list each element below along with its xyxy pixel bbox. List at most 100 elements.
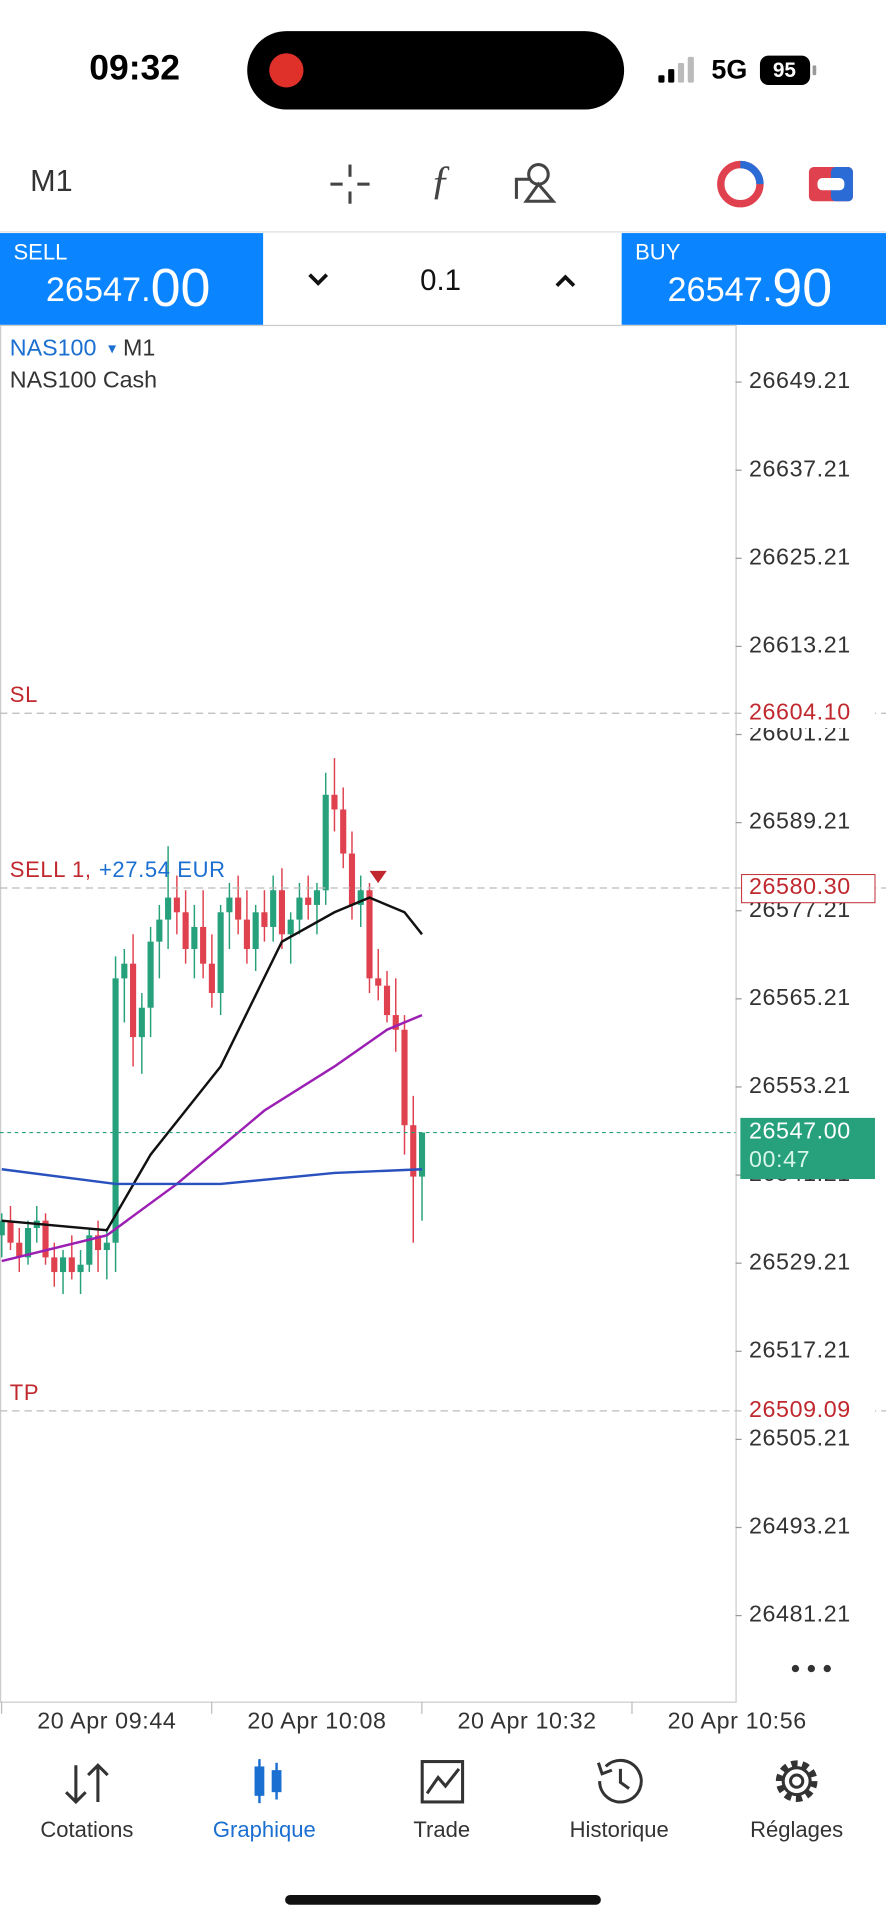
buy-price: 26547.90 [668,258,833,318]
y-tick-label: 26529.21 [749,1248,851,1274]
candle-body [357,890,364,905]
candle-body [7,1220,14,1243]
indicators-icon[interactable]: ƒ [430,157,451,203]
symbol[interactable]: NAS100 ▾ M1 [10,334,156,360]
battery [759,55,811,86]
candle-body [130,963,137,1038]
account-icon[interactable] [717,160,764,208]
settings-icon[interactable] [775,1760,818,1802]
candle-body [305,897,312,905]
chart-icon[interactable] [254,1759,282,1804]
record-dot [269,53,304,88]
network: 5G [711,55,747,85]
symbol-name[interactable]: NAS100 [10,334,97,360]
level-price-label: 26604.10 [749,698,851,724]
candle-body [147,941,154,1008]
candle-body [208,963,215,994]
level-price-label: 26580.30 [749,873,851,899]
candle-body [243,919,250,949]
y-tick-label: 26625.21 [749,543,851,569]
sell-price: 26547.00 [46,258,211,318]
candle-body [322,794,329,891]
crosshair-icon[interactable] [330,164,370,204]
candle-body [383,985,391,1016]
objects-icon[interactable] [514,163,557,203]
trade-icon[interactable] [420,1760,465,1804]
dynamic-island [247,31,625,110]
sell-price-main: 26547. [46,271,151,309]
level-name: TP [10,1380,39,1405]
volume-up[interactable] [555,274,576,288]
moving-average [1,1168,423,1186]
buy-button[interactable] [621,233,886,325]
candle-body [112,978,119,1243]
signal [658,56,694,83]
more-button[interactable] [791,1664,831,1673]
level-label: SL [10,682,38,707]
candle-body [418,1132,426,1177]
x-tick-label: 20 Apr 10:32 [457,1708,596,1734]
candle-body [68,1257,75,1273]
candle-body [173,897,180,913]
timeframe-button[interactable]: M1 [30,164,72,198]
candle-body [165,897,172,920]
moving-average [1,896,423,1232]
level-label-box [741,874,876,904]
candle-body [287,919,294,935]
nav-label[interactable]: Historique [570,1817,669,1842]
buy-price-big: 90 [772,258,832,318]
bottom-nav: Cotations Graphique Trade Historique Réglage… [40,1758,843,1842]
candle-body [217,912,224,994]
candle-body [94,1235,102,1251]
symbol-description: NAS100 Cash [10,366,157,392]
y-tick-label: 26493.21 [749,1513,851,1539]
current-timer: 00:47 [749,1146,810,1172]
level-label: SELL 1, +27.54 EUR [10,857,226,882]
candle-body [296,897,303,920]
nav-label[interactable]: Réglages [750,1817,843,1842]
nav-label[interactable]: Trade [413,1817,470,1842]
sell-button[interactable] [0,233,264,325]
candle-body [410,1125,417,1177]
level-label: TP [10,1380,39,1405]
candle-body [200,926,207,964]
candle-body [191,926,198,949]
candle-body [226,897,233,913]
y-tick-label: 26553.21 [749,1072,851,1098]
x-tick-label: 20 Apr 09:44 [37,1708,176,1734]
level-name: SL [10,682,38,707]
candle-body [235,897,242,920]
y-tick-label: 26637.21 [749,455,851,481]
current-price-label: 26547.00 [749,1118,851,1144]
volume[interactable]: 0.1 [420,264,461,297]
candle-body [156,919,163,942]
current-price-box [740,1117,875,1180]
candle-body [375,978,382,986]
y-tick-label: 26613.21 [749,632,851,658]
buy-price-main: 26547. [668,271,773,309]
battery-level: 95 [773,59,796,82]
candle-body [16,1242,23,1258]
candle-body [401,1029,408,1126]
history-icon[interactable] [596,1758,643,1804]
y-tick-label: 26589.21 [749,808,851,834]
level-label-bg [741,699,875,728]
y-tick-label: 26505.21 [749,1425,851,1451]
candle-body [348,853,356,905]
nav-label[interactable]: Graphique [213,1817,316,1842]
sell-label: SELL [13,240,67,265]
quotes-icon[interactable] [65,1763,109,1805]
volume-down[interactable] [308,273,329,286]
plot: 26649.2126637.2126625.2126613.2126601.21… [0,367,886,1734]
moving-average [1,1013,423,1263]
candle-body [252,912,259,949]
candle-body [103,1242,110,1251]
nav-label[interactable]: Cotations [40,1817,133,1842]
candle-body [77,1264,84,1273]
candle-body [24,1228,32,1258]
oneclick-icon[interactable] [808,167,853,202]
candle-body [366,890,373,979]
level-profit: +27.54 EUR [99,857,226,882]
